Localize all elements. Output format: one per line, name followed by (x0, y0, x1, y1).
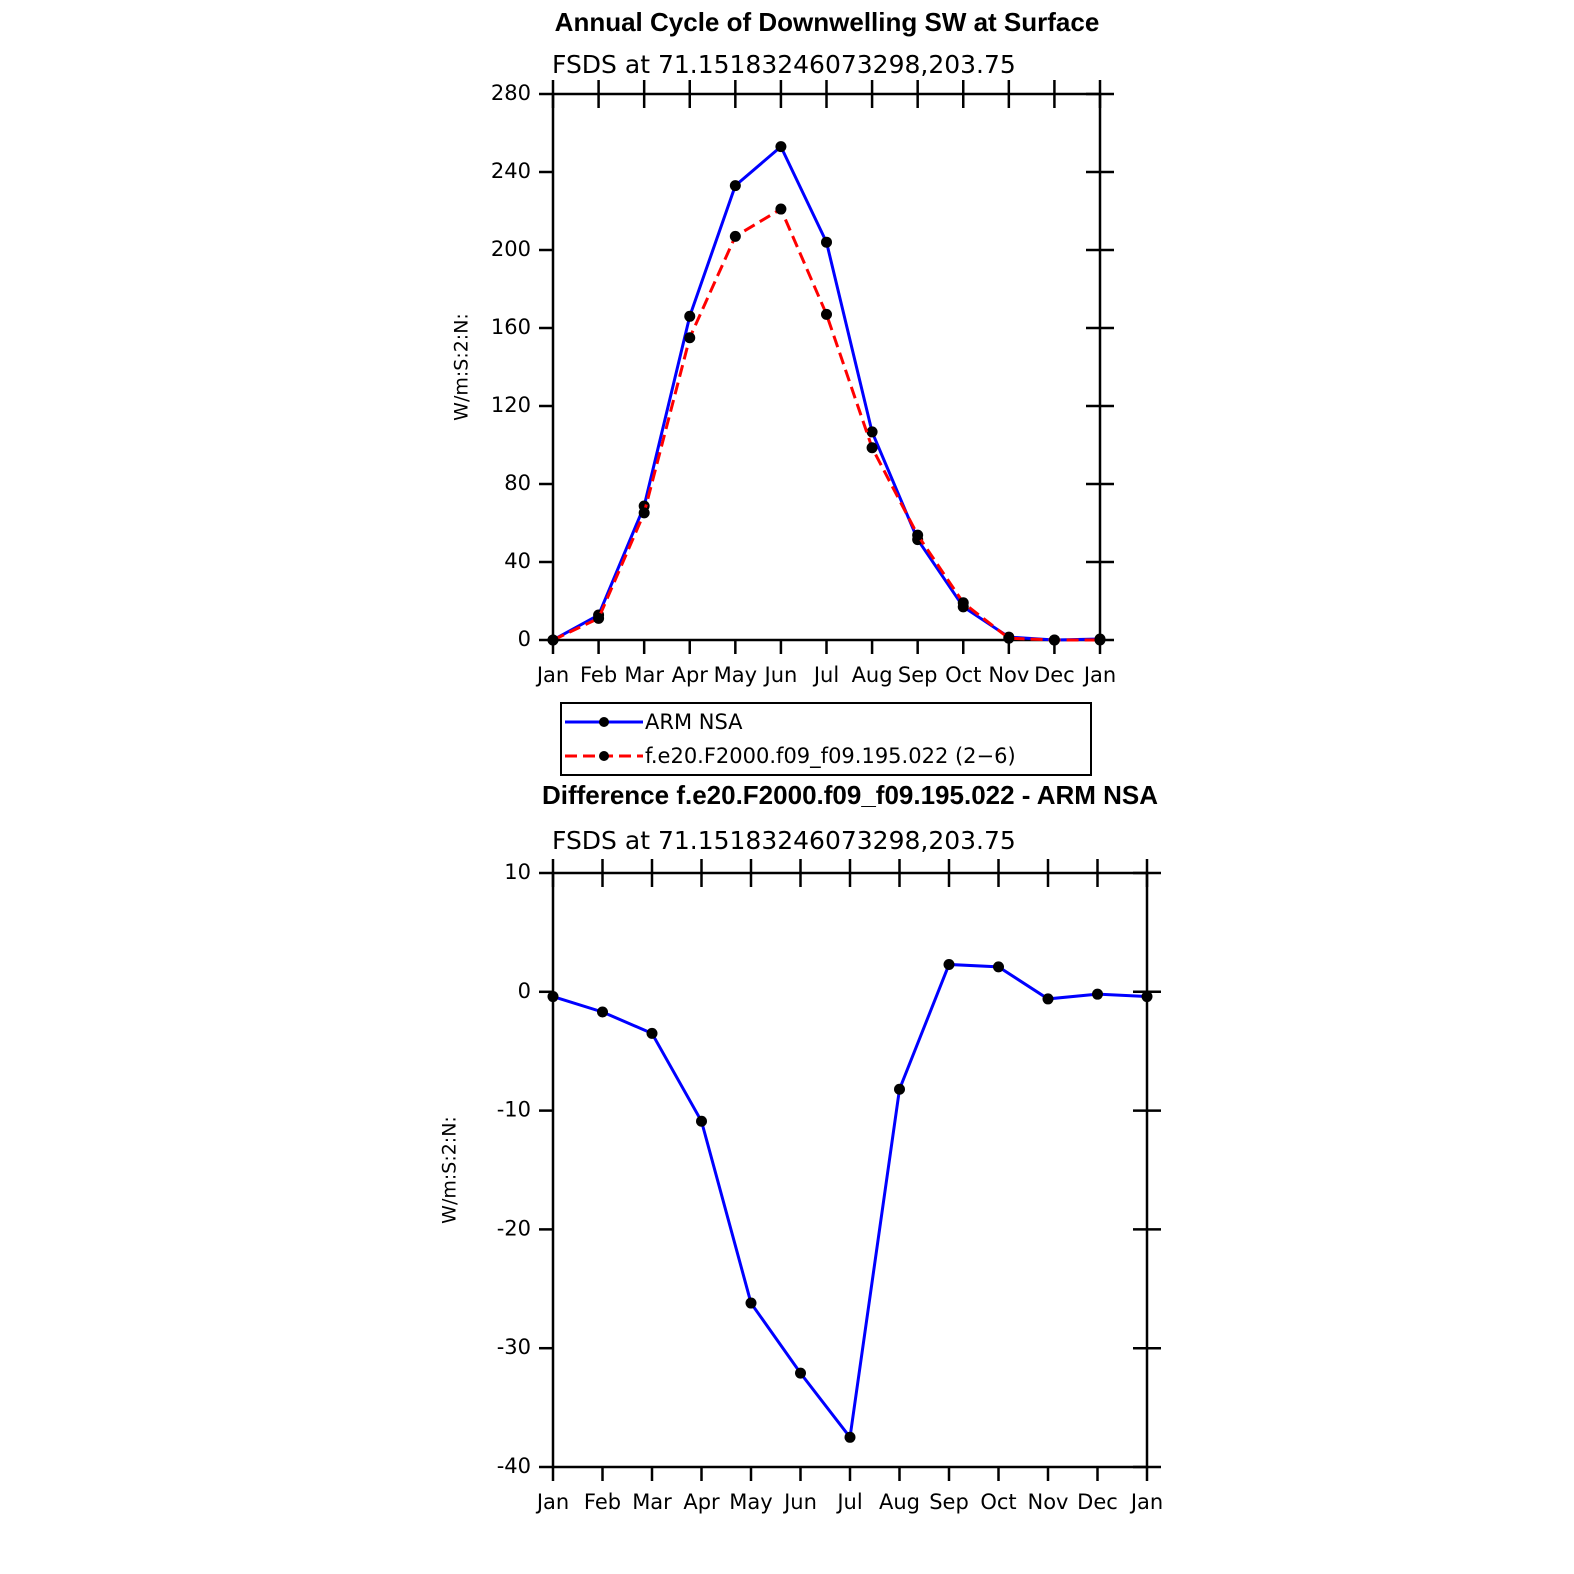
data-point (866, 426, 878, 438)
x-tick-label: Dec (1034, 663, 1075, 687)
data-point (912, 529, 924, 541)
data-point (1094, 634, 1106, 646)
data-point (696, 1115, 707, 1127)
chart-subtitle: FSDS at 71.15183246073298,203.75 (552, 50, 1016, 79)
x-tick-label: Sep (929, 1490, 969, 1514)
data-point (638, 507, 650, 519)
legend-marker (599, 751, 609, 761)
data-point (1003, 632, 1015, 644)
x-tick-label: Jun (782, 1490, 817, 1514)
x-tick-label: Jan (1082, 663, 1116, 687)
y-tick-label: 40 (504, 549, 531, 573)
data-point (795, 1367, 806, 1379)
y-axis-label: W/m:S:2:N: (439, 1116, 461, 1224)
data-point (597, 1006, 608, 1018)
y-tick-label: -40 (497, 1454, 531, 1478)
x-tick-label: Apr (672, 663, 709, 687)
x-tick-label: Oct (980, 1490, 1016, 1514)
chart-title: Difference f.e20.F2000.f09_f09.195.022 -… (542, 780, 1158, 810)
legend-box (560, 702, 1092, 776)
data-point (593, 612, 605, 624)
data-point (957, 597, 969, 609)
x-tick-label: Jun (763, 663, 798, 687)
y-tick-label: 0 (518, 979, 531, 1003)
y-tick-label: -20 (497, 1216, 531, 1240)
x-tick-label: Jul (835, 1490, 862, 1514)
data-point (1042, 993, 1054, 1005)
x-tick-label: Nov (1028, 1490, 1069, 1514)
x-tick-label: Sep (898, 663, 938, 687)
x-tick-label: Aug (852, 663, 893, 687)
data-point (646, 1027, 658, 1039)
x-tick-label: Jan (535, 1490, 569, 1514)
data-point (894, 1083, 905, 1095)
data-point (729, 180, 741, 192)
x-tick-label: Oct (945, 663, 981, 687)
y-axis-label: W/m:S:2:N: (451, 313, 473, 421)
y-tick-label: 200 (491, 237, 531, 261)
y-tick-label: 10 (504, 860, 531, 884)
y-tick-label: 160 (491, 315, 531, 339)
x-tick-label: Apr (683, 1490, 720, 1514)
x-tick-label: Mar (632, 1490, 672, 1514)
x-tick-label: Mar (624, 663, 664, 687)
x-tick-label: Jan (535, 663, 569, 687)
data-point (844, 1431, 856, 1443)
data-point (775, 141, 787, 153)
series-line (552, 206, 1100, 642)
plot-frame (551, 871, 1149, 1469)
y-tick-label: -10 (497, 1098, 531, 1122)
legend-label: ARM NSA (645, 710, 743, 734)
x-tick-label: Nov (988, 663, 1029, 687)
x-tick-label: Dec (1077, 1490, 1118, 1514)
y-tick-label: 0 (518, 627, 531, 651)
y-tick-label: -30 (497, 1335, 531, 1359)
data-point (775, 203, 787, 215)
data-point (821, 236, 832, 248)
data-point (729, 230, 741, 242)
x-tick-label: Jan (1129, 1490, 1163, 1514)
x-tick-label: May (714, 663, 757, 687)
data-point (866, 442, 878, 454)
legend-label: f.e20.F2000.f09_f09.195.022 (2−6) (645, 744, 1016, 769)
y-tick-label: 280 (491, 81, 531, 105)
data-point (821, 308, 832, 320)
plot-frame (551, 92, 1102, 642)
series-line (552, 962, 1148, 1442)
y-tick-label: 120 (491, 393, 531, 417)
x-tick-label: Aug (879, 1490, 920, 1514)
data-point (547, 991, 559, 1003)
y-tick-label: 80 (504, 471, 531, 495)
data-point (1092, 988, 1103, 1000)
x-tick-label: Feb (584, 1490, 621, 1514)
data-point (943, 958, 955, 970)
legend-marker (599, 717, 609, 727)
data-point (1141, 991, 1153, 1003)
x-tick-label: Feb (580, 663, 617, 687)
chart-subtitle: FSDS at 71.15183246073298,203.75 (552, 826, 1016, 855)
data-point (684, 310, 696, 322)
data-point (745, 1297, 757, 1309)
x-tick-label: May (729, 1490, 772, 1514)
chart-title: Annual Cycle of Downwelling SW at Surfac… (555, 7, 1100, 37)
data-point (684, 332, 696, 344)
y-tick-label: 240 (491, 159, 531, 183)
data-point (1048, 634, 1060, 646)
data-point (993, 961, 1004, 973)
data-point (547, 634, 559, 646)
series-line (552, 144, 1101, 642)
x-tick-label: Jul (812, 663, 839, 687)
